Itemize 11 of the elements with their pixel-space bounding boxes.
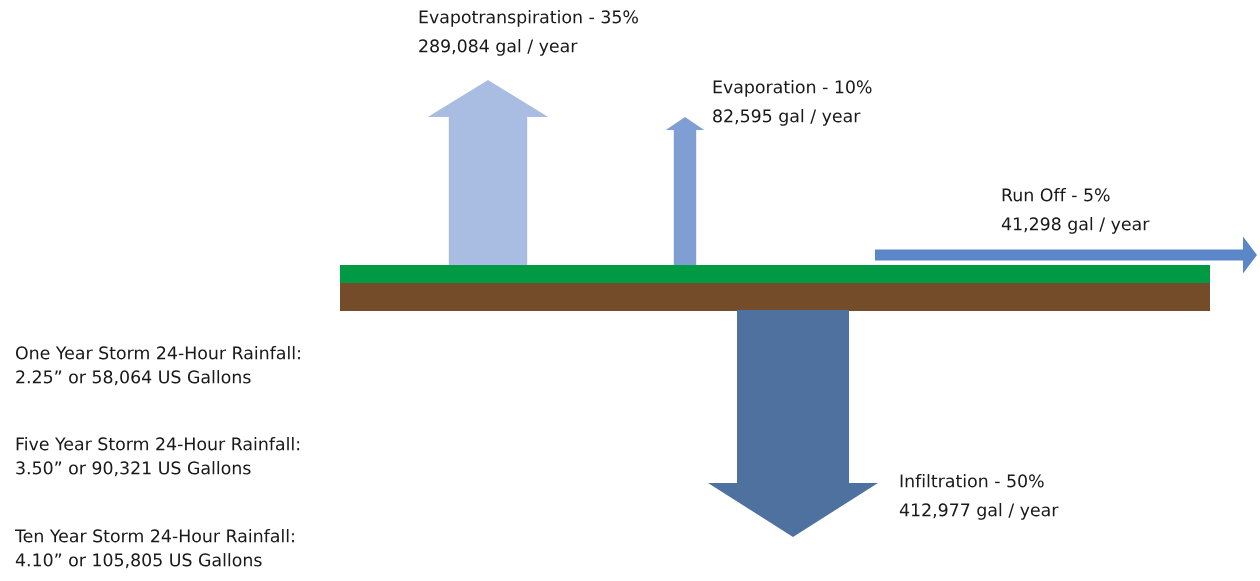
category-label: Evapotranspiration - 35% (419, 10, 638, 27)
data-label: 41,298 gal / year (1001, 217, 1150, 234)
text: Five Year Storm 24-Hour Rainfall: 3.50” or 90,321 US Gallons (16, 437, 300, 477)
data-label: 82,595 gal / year (713, 109, 861, 126)
text: One Year Storm 24-Hour Rainfall: 2.25” or 58,064 US Gallons (15, 346, 300, 386)
category-label: Infiltration - 50% (900, 474, 1044, 488)
data-label: 412,977 gal / year (899, 503, 1059, 520)
text: Ten Year Storm 24-Hour Rainfall: 4.10” or 105,805 US Gallons (14, 529, 294, 569)
data-label: 289,084 gal / year (419, 39, 578, 56)
category-label: Evaporation - 10% (713, 80, 872, 97)
category-label: Run Off - 5% (1002, 188, 1110, 202)
